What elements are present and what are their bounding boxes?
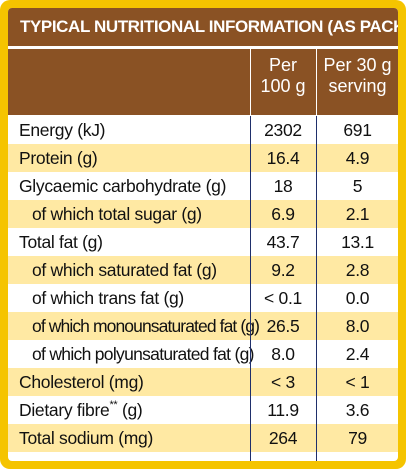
row-value-per-serving: 2.1 <box>345 204 370 224</box>
row-label: Energy (kJ) <box>19 120 106 140</box>
row-label: of which total sugar (g) <box>32 204 202 224</box>
column-header-per-100g-line1: Per <box>268 55 297 75</box>
header-divider-left <box>250 49 251 115</box>
column-header-per-serving-line2: serving <box>328 76 387 96</box>
row-label: of which trans fat (g) <box>32 288 184 308</box>
row-value-per-100g: 2302 <box>264 120 302 140</box>
row-value-per-serving: 5 <box>352 176 363 196</box>
body-divider-left <box>250 116 251 461</box>
row-value-per-100g: 8.0 <box>271 344 295 364</box>
footnote-marker: ** <box>109 399 118 411</box>
row-value-per-serving: 691 <box>343 120 372 140</box>
row-label: Dietary fibre** (g) <box>19 399 143 421</box>
row-value-per-serving: 3.6 <box>345 400 370 420</box>
table-row: of which monounsaturated fat (g) 26.5 8.0 <box>8 312 398 340</box>
row-value-per-100g: < 3 <box>271 372 295 392</box>
row-label: Total sodium (mg) <box>19 428 153 448</box>
row-label: Cholesterol (mg) <box>19 372 144 392</box>
table-row: Protein (g) 16.4 4.9 <box>8 144 398 172</box>
row-value-per-100g: < 0.1 <box>264 288 302 308</box>
column-header-per-100g-line2: 100 g <box>260 76 306 96</box>
table-row: Dietary fibre** (g) 11.9 3.6 <box>8 396 398 424</box>
table-row: of which polyunsaturated fat (g) 8.0 2.4 <box>8 340 398 368</box>
row-value-per-serving: 2.4 <box>345 344 370 364</box>
row-value-per-serving: 79 <box>348 428 367 448</box>
row-value-per-serving: 2.8 <box>345 260 370 280</box>
table-row: Glycaemic carbohydrate (g) 18 5 <box>8 172 398 200</box>
table-body: Energy (kJ) 2302 691 Protein (g) 16.4 4.9 Gl… <box>8 116 398 452</box>
table-row: of which trans fat (g) < 0.1 0.0 <box>8 284 398 312</box>
body-divider-right <box>316 116 317 461</box>
table-title: TYPICAL NUTRITIONAL INFORMATION (AS PACK… <box>8 8 398 46</box>
column-header-per-serving-line1: Per 30 g <box>323 55 392 75</box>
row-label: Glycaemic carbohydrate (g) <box>19 176 227 196</box>
header-divider-right <box>316 49 317 115</box>
row-label: of which saturated fat (g) <box>32 260 217 280</box>
row-value-per-100g: 43.7 <box>266 232 300 252</box>
table-row: Total sodium (mg) 264 79 <box>8 424 398 452</box>
row-label-unit: (g) <box>117 400 143 420</box>
table-row: Energy (kJ) 2302 691 <box>8 116 398 144</box>
row-value-per-100g: 26.5 <box>266 316 300 336</box>
table-row: of which saturated fat (g) 9.2 2.8 <box>8 256 398 284</box>
nutrition-table: TYPICAL NUTRITIONAL INFORMATION (AS PACK… <box>8 8 398 461</box>
row-value-per-serving: 0.0 <box>345 288 370 308</box>
row-label-text: Dietary fibre <box>19 400 110 420</box>
table-row: Total fat (g) 43.7 13.1 <box>8 228 398 256</box>
row-value-per-serving: 8.0 <box>345 316 370 336</box>
row-label: of which polyunsaturated fat (g) <box>32 344 254 364</box>
table-row: Cholesterol (mg) < 3 < 1 <box>8 368 398 396</box>
row-value-per-serving: 13.1 <box>341 232 374 252</box>
row-value-per-serving: 4.9 <box>345 148 370 168</box>
column-header-per-serving: Per 30 g serving <box>317 55 398 97</box>
row-value-per-serving: < 1 <box>345 372 370 392</box>
row-label: Protein (g) <box>19 148 98 168</box>
row-value-per-100g: 264 <box>268 428 298 448</box>
table-row: of which total sugar (g) 6.9 2.1 <box>8 200 398 228</box>
row-label: Total fat (g) <box>19 232 103 252</box>
row-value-per-100g: 6.9 <box>271 204 295 224</box>
row-value-per-100g: 16.4 <box>266 148 300 168</box>
row-label: of which monounsaturated fat (g) <box>32 316 260 336</box>
row-value-per-100g: 9.2 <box>271 260 295 280</box>
row-value-per-100g: 18 <box>273 176 293 196</box>
column-header-band <box>8 49 398 115</box>
row-value-per-100g: 11.9 <box>267 400 299 420</box>
column-header-per-100g: Per 100 g <box>251 55 315 97</box>
